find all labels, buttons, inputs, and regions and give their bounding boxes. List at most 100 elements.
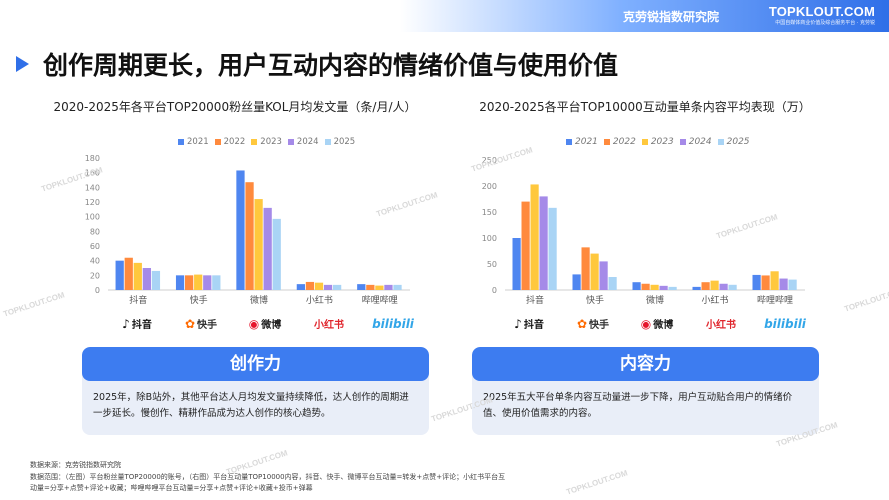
creativity-card-title: 创作力 — [82, 347, 429, 381]
bar-2022-4 — [366, 284, 375, 290]
bar-2022-3 — [305, 281, 315, 290]
x-tick-label: 抖音 — [129, 294, 147, 306]
y-tick-label: 0 — [95, 286, 100, 295]
bar-2022-0 — [124, 257, 133, 290]
footnote-scope-1: 数据范围：（左图）平台粉丝量TOP20000的账号，（右图）平台互动量TOP10… — [30, 472, 506, 481]
right-bar-chart: 0 50 100 150 200 250 抖音 快手 微博 小红书 哔哩哔哩 — [482, 156, 805, 306]
bar-2024-1 — [203, 275, 212, 290]
x-tick-label: 微博 — [646, 294, 664, 306]
bar-2021-4 — [357, 284, 366, 290]
bar-2023-0 — [530, 184, 539, 290]
douyin-logo: ♪ 抖音 — [514, 316, 544, 332]
bar-2022-2 — [245, 182, 254, 290]
footnote: 数据来源：克劳锐指数研究院 数据范围：（左图）平台粉丝量TOP20000的账号，… — [30, 460, 610, 495]
bar-2024-4 — [384, 284, 393, 290]
y-tick-label: 50 — [487, 260, 497, 269]
legend-swatch — [287, 139, 294, 145]
bar-2021-1 — [572, 274, 581, 290]
legend-item-2023: 2023 — [251, 137, 282, 147]
bar-2022-0 — [521, 201, 530, 290]
legend-label: 2025 — [333, 137, 356, 147]
xiaohongshu-logo: 小红书 — [706, 320, 736, 331]
legend-swatch — [566, 139, 572, 145]
kuaishou-icon: ✿ — [184, 316, 196, 331]
legend-item-2024: 2024 — [679, 137, 712, 147]
bar-2021-2 — [632, 282, 641, 290]
bar-2024-3 — [323, 284, 333, 290]
xiaohongshu-logo: 小红书 — [314, 320, 344, 331]
left-bar-chart: 0 20 40 60 80 100 120 140 160 180 抖音 快手 微博 小红书 哔哩哔哩 — [85, 154, 410, 306]
bar-2021-3 — [296, 284, 306, 290]
legend-item-2021: 2021 — [566, 137, 598, 147]
triangle-bullet-icon — [16, 56, 29, 72]
weibo-logo: ◉ 微博 — [248, 316, 282, 332]
bar-2022-1 — [185, 275, 194, 290]
bar-2022-1 — [581, 247, 590, 290]
legend-label: 2022 — [612, 137, 636, 147]
weibo-eye-icon: ◉ — [248, 316, 260, 331]
x-tick-label: 哔哩哔哩 — [362, 295, 398, 306]
legend-label: 2023 — [650, 137, 674, 147]
bar-2024-0 — [142, 268, 151, 290]
legend-swatch — [251, 139, 258, 145]
watermark: TOPKLOUT.COM — [2, 290, 66, 319]
bar-2025-1 — [608, 277, 617, 290]
y-tick-label: 180 — [85, 154, 100, 163]
bar-2022-4 — [761, 275, 770, 290]
bar-2023-2 — [650, 284, 659, 290]
bar-2025-3 — [728, 284, 737, 290]
bar-2023-0 — [133, 262, 142, 290]
kuaishou-logo: ✿ 快手 — [576, 316, 610, 332]
left-chart-legend: 2021 2022 2023 2024 2025 — [178, 137, 355, 147]
douyin-logo: ♪ 抖音 — [122, 316, 152, 332]
y-tick-label: 20 — [90, 271, 100, 280]
legend-label: 2024 — [688, 137, 712, 147]
douyin-note-icon: ♪ — [122, 316, 130, 331]
bar-2025-4 — [788, 279, 797, 290]
bar-2021-2 — [236, 170, 245, 290]
content-card-title: 内容力 — [472, 347, 819, 381]
right-chart-legend: 2021 2022 2023 2024 2025 — [566, 137, 750, 147]
legend-label: 2025 — [726, 137, 750, 147]
y-tick-label: 200 — [482, 182, 497, 191]
y-tick-label: 80 — [90, 227, 100, 236]
bar-2023-1 — [194, 274, 203, 290]
bar-2024-2 — [263, 207, 272, 290]
bar-2024-0 — [539, 196, 548, 290]
bar-2023-3 — [314, 282, 324, 290]
douyin-note-icon: ♪ — [514, 316, 522, 331]
bar-2023-2 — [254, 199, 263, 290]
y-tick-label: 60 — [90, 242, 100, 251]
bar-2025-3 — [332, 284, 342, 290]
y-tick-label: 40 — [90, 257, 100, 266]
bar-2021-4 — [752, 274, 761, 290]
y-tick-label: 120 — [85, 198, 100, 207]
x-tick-label: 小红书 — [306, 294, 333, 306]
y-tick-label: 140 — [85, 183, 100, 192]
x-tick-label: 快手 — [586, 294, 604, 306]
watermark: TOPKLOUT.COM — [843, 285, 889, 314]
brand-logo: TOPKLOUT.COM 中国自媒体商业价值及综合服务平台 · 克劳锐 — [769, 4, 875, 26]
footnote-source: 数据来源：克劳锐指数研究院 — [30, 461, 121, 469]
legend-swatch — [603, 139, 610, 145]
weibo-logo: ◉ 微博 — [640, 316, 674, 332]
bar-2024-2 — [659, 285, 668, 290]
bar-2021-3 — [692, 286, 701, 290]
bilibili-logo: bilibili — [372, 316, 414, 331]
legend-item-2022: 2022 — [214, 137, 245, 147]
legend-swatch — [679, 139, 686, 145]
bar-2023-1 — [590, 253, 599, 290]
bilibili-logo: bilibili — [764, 316, 806, 331]
bar-2021-0 — [512, 238, 521, 290]
bar-2024-3 — [719, 283, 728, 290]
legend-swatch — [214, 139, 221, 145]
y-tick-label: 160 — [85, 169, 100, 178]
legend-item-2021: 2021 — [178, 137, 209, 147]
y-tick-label: 250 — [482, 156, 497, 165]
legend-item-2025: 2025 — [324, 137, 356, 147]
legend-swatch — [178, 139, 184, 145]
x-tick-label: 微博 — [250, 294, 268, 306]
legend-swatch — [324, 139, 331, 145]
x-tick-label: 哔哩哔哩 — [757, 295, 793, 306]
brand-tagline: 中国自媒体商业价值及综合服务平台 · 克劳锐 — [775, 20, 875, 26]
